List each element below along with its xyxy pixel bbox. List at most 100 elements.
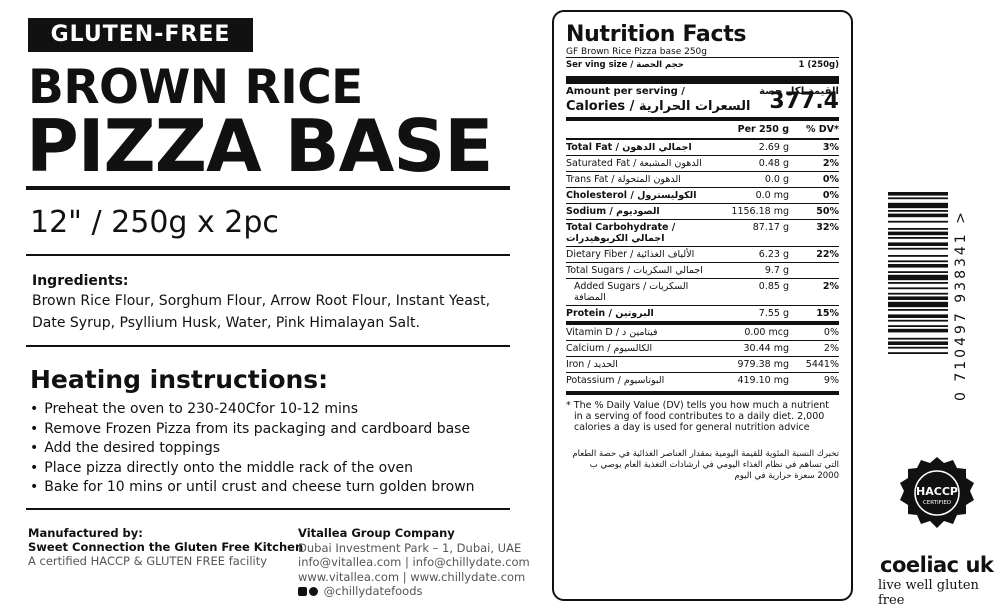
barcode-bar (888, 255, 948, 257)
barcode-bar (888, 192, 948, 196)
barcode-bar (888, 197, 948, 200)
nutrient-dv: 2% (822, 281, 839, 292)
ingredients-divider (26, 345, 510, 347)
nutrient-row: Total Sugars / اجمالي السكريات 9.7 g (566, 262, 839, 278)
barcode-bar (888, 202, 948, 209)
company-social: @chillydatefoods (298, 584, 530, 599)
nutrient-row: Trans Fat / الدهون المتحولة 0.0 g 0% (566, 171, 839, 187)
nutrient-value: 2.69 g (758, 142, 789, 153)
nutrient-dv: 22% (816, 249, 839, 260)
nutrition-product: GF Brown Rice Pizza base 250g (566, 47, 707, 57)
nutrient-name: Saturated Fat / الدهون المشبعة (566, 158, 702, 169)
nutrient-name: Added Sugars / السكريات المضافة (574, 281, 689, 303)
barcode-bar (888, 309, 948, 311)
footnote-en: * The % Daily Value (DV) tells you how m… (566, 400, 829, 433)
nutrient-dv: 2% (822, 158, 839, 169)
nutrient-row: Sodium / الصوديوم 1156.18 mg 50% (566, 203, 839, 219)
company-address: Dubai Investment Park – 1, Dubai, UAE (298, 540, 522, 555)
barcode-bar (888, 213, 948, 218)
barcode-bar (888, 274, 948, 281)
nutrient-name: Cholesterol / الكوليسترول (566, 190, 697, 201)
nutrient-value: 0.00 mcg (744, 327, 789, 338)
calories-row: Calories / السعرات الحرارية 377.4 (566, 89, 839, 114)
heating-list: Preheat the oven to 230-240Cfor 10-12 mi… (30, 400, 475, 498)
barcode-bar (888, 271, 948, 273)
column-header: Per 250 g % DV* (566, 121, 839, 138)
nutrient-dv: 2% (823, 343, 839, 354)
nutrient-dv: 0% (823, 327, 839, 338)
nutrient-row: Dietary Fiber / الألياف الغذائية 6.23 g 22… (566, 246, 839, 262)
calories-label: Calories / السعرات الحرارية (566, 99, 751, 114)
nutrient-value: 979.38 mg (737, 359, 789, 370)
barcode-image (888, 192, 948, 354)
manufacturer-name: Sweet Connection the Gluten Free Kitchen (28, 540, 304, 554)
nutrient-row: Cholesterol / الكوليسترول 0.0 mg 0% (566, 187, 839, 203)
nutrient-row: Total Fat / اجمالي الدهون 2.69 g 3% (566, 138, 839, 155)
barcode-bar (888, 231, 948, 236)
nutrient-name: Total Fat / اجمالي الدهون (566, 142, 692, 153)
col-per: Per 250 g (737, 124, 789, 135)
nutrient-row: Vitamin D / فيتامين د 0.00 mcg 0% (566, 321, 839, 340)
serving-value: 1 (250g) (798, 60, 839, 70)
nutrient-value: 7.55 g (758, 308, 789, 319)
barcode-bar (888, 341, 948, 345)
barcode-bar (888, 210, 948, 212)
nutrient-name: Total Carbohydrate / اجمالي الكربوهيدرات (566, 222, 676, 244)
medium-rule (566, 117, 839, 121)
instagram-icon (309, 587, 318, 596)
nutrient-row: Protein / البروتين 7.55 g 15% (566, 305, 839, 321)
barcode-bar (888, 220, 948, 223)
ingredients-text: Brown Rice Flour, Sorghum Flour, Arrow R… (32, 293, 491, 331)
heating-step: Preheat the oven to 230-240Cfor 10-12 mi… (30, 400, 475, 420)
manufacturer-note: A certified HACCP & GLUTEN FREE facility (28, 554, 268, 568)
heating-heading: Heating instructions: (30, 365, 329, 394)
nutrient-dv: 3% (822, 142, 839, 153)
barcode-bar (888, 264, 948, 268)
nutrient-dv: 15% (816, 308, 839, 319)
company-block: Vitallea Group Company Dubai Investment … (298, 526, 530, 599)
gluten-free-badge: GLUTEN-FREE (28, 18, 253, 52)
product-title-line2: PIZZA BASE (26, 104, 493, 188)
nutrient-name: Calcium / الكالسيوم (566, 343, 653, 354)
footer-divider (26, 508, 510, 510)
facebook-icon (298, 587, 307, 596)
barcode-bar (888, 282, 948, 284)
barcode-bar (888, 287, 948, 290)
heating-step: Remove Frozen Pizza from its packaging a… (30, 420, 475, 440)
nutrient-value: 0.0 mg (755, 190, 789, 201)
thick-rule (566, 76, 839, 84)
heating-step: Bake for 10 mins or until crust and chee… (30, 478, 474, 498)
amount-row: Amount per serving / القيمة لكل حصة (566, 86, 839, 97)
nutrient-row: Iron / الحديد 979.38 mg 5441% (566, 356, 839, 372)
barcode-bar (888, 325, 948, 327)
nutrient-value: 30.44 mg (743, 343, 789, 354)
barcode-bar (888, 319, 948, 322)
manufacturer-label: Manufactured by: (28, 526, 143, 540)
product-size: 12" / 250g x 2pc (30, 205, 279, 240)
haccp-sub: CERTIFIED (923, 500, 951, 506)
footnote-ar: تخبرك النسبة المئوية للقيمة اليومية بمقد… (572, 449, 839, 481)
barcode-bar (888, 346, 948, 349)
heating-step: Place pizza directly onto the middle rac… (30, 459, 475, 479)
nutrient-row: Total Carbohydrate / اجمالي الكربوهيدرات… (566, 219, 839, 246)
barcode-bar (888, 247, 948, 250)
coeliac-tagline: live well gluten free (878, 578, 979, 608)
nutrient-value: 9.7 g (764, 265, 789, 276)
company-name: Vitallea Group Company (298, 526, 455, 540)
nutrient-name: Sodium / الصوديوم (566, 206, 660, 217)
barcode-bar (888, 352, 948, 354)
nutrient-name: Vitamin D / فيتامين د (566, 327, 658, 338)
nutrient-row: Added Sugars / السكريات المضافة 0.85 g 2% (566, 278, 839, 305)
barcode-bar (888, 296, 948, 300)
barcode-bar (888, 328, 948, 333)
barcode-bar (888, 337, 948, 340)
nutrient-value: 0.48 g (758, 158, 789, 169)
nutrient-value: 6.23 g (758, 249, 789, 260)
ingredients-heading: Ingredients: (32, 273, 129, 289)
amount-label-ar: القيمة لكل حصة (759, 86, 839, 97)
nutrient-name: Potassium / البوتاسيوم (566, 375, 665, 386)
nutrient-dv (789, 265, 839, 276)
barcode-bar (888, 314, 948, 318)
nutrient-row: Potassium / البوتاسيوم 419.10 mg 9% (566, 372, 839, 388)
barcode-bar (888, 301, 948, 308)
